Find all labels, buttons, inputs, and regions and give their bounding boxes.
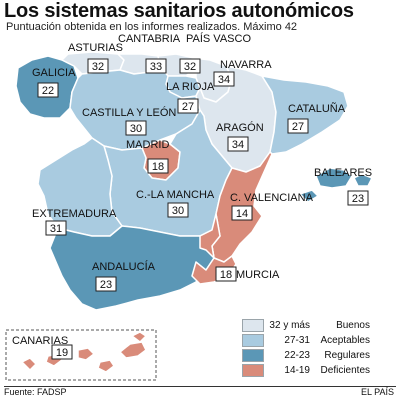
score-box-cantabria: 33 — [145, 58, 167, 74]
legend: 32 y más Buenos 27-31 Aceptables 22-23 R… — [242, 318, 370, 378]
region-name-pais-vasco: PAÍS VASCO — [186, 32, 251, 45]
svg-text:23: 23 — [352, 193, 364, 205]
region-name-cataluna: CATALUÑA — [288, 102, 346, 115]
canarias-inset-frame — [5, 329, 157, 381]
svg-text:14: 14 — [236, 208, 248, 220]
score-box-aragon: 34 — [227, 136, 249, 152]
svg-text:27: 27 — [292, 121, 304, 133]
svg-text:34: 34 — [232, 139, 244, 151]
svg-text:32: 32 — [92, 61, 104, 73]
svg-text:18: 18 — [152, 161, 164, 173]
svg-text:30: 30 — [172, 205, 184, 217]
legend-swatch-buenos — [242, 319, 264, 332]
legend-range-regulares: 22-23 — [284, 350, 310, 361]
region-name-castilla-la-mancha: C.-LA MANCHA — [136, 189, 215, 201]
region-name-navarra: NAVARRA — [220, 59, 272, 71]
region-name-c-valenciana: C. VALENCIANA — [230, 192, 314, 204]
region-name-extremadura: EXTREMADURA — [32, 208, 117, 220]
svg-text:32: 32 — [184, 61, 196, 73]
svg-text:34: 34 — [218, 74, 230, 86]
legend-range-aceptables: 27-31 — [284, 335, 310, 346]
region-name-castilla-y-leon: CASTILLA Y LEÓN — [82, 106, 176, 119]
svg-text:18: 18 — [220, 269, 232, 281]
score-box-extremadura: 31 — [45, 220, 67, 236]
svg-text:27: 27 — [182, 101, 194, 113]
region-name-andalucia: ANDALUCÍA — [92, 260, 156, 273]
region-name-madrid: MADRID — [126, 139, 169, 151]
page-title: Los sistemas sanitarios autonómicos — [4, 0, 354, 22]
svg-text:19: 19 — [56, 347, 68, 359]
score-box-c-valenciana: 14 — [231, 205, 253, 221]
score-box-navarra: 34 — [213, 71, 235, 87]
score-box-pais-vasco: 32 — [179, 58, 201, 74]
score-box-andalucia: 23 — [95, 276, 117, 292]
region-extremadura — [37, 137, 123, 237]
publisher-credit: EL PAÍS — [360, 387, 394, 397]
score-box-galicia: 22 — [37, 82, 59, 98]
footer-divider — [4, 386, 396, 387]
region-name-aragon: ARAGÓN — [216, 121, 264, 134]
region-baleares — [299, 167, 373, 203]
legend-row-aceptables: 27-31 Aceptables — [242, 333, 370, 348]
region-name-baleares: BALEARES — [314, 167, 372, 179]
region-name-asturias: ASTURIAS — [68, 42, 123, 54]
score-box-baleares: 23 — [347, 190, 369, 206]
score-box-cataluna: 27 — [287, 118, 309, 134]
legend-swatch-aceptables — [242, 334, 264, 347]
legend-label-deficientes: Deficientes — [320, 365, 370, 376]
score-box-asturias: 32 — [87, 58, 109, 74]
legend-label-regulares: Regulares — [324, 350, 370, 361]
region-name-murcia: MURCIA — [236, 269, 280, 281]
legend-row-regulares: 22-23 Regulares — [242, 348, 370, 363]
legend-label-aceptables: Aceptables — [320, 335, 370, 346]
score-box-la-rioja: 27 — [177, 98, 199, 114]
region-canarias — [21, 331, 147, 373]
source-credit: Fuente: FADSP — [4, 387, 67, 397]
legend-row-deficientes: 14-19 Deficientes — [242, 363, 370, 378]
svg-text:31: 31 — [50, 223, 62, 235]
region-name-cantabria: CANTABRIA — [118, 33, 181, 45]
legend-swatch-deficientes — [242, 364, 264, 377]
legend-range-deficientes: 14-19 — [284, 365, 310, 376]
page-subtitle: Puntuación obtenida en los informes real… — [6, 21, 298, 33]
region-cataluna — [261, 75, 349, 155]
svg-text:22: 22 — [42, 85, 54, 97]
legend-row-buenos: 32 y más Buenos — [242, 318, 370, 333]
legend-range-buenos: 32 y más — [269, 320, 310, 331]
svg-text:23: 23 — [100, 279, 112, 291]
region-name-la-rioja: LA RIOJA — [166, 81, 215, 93]
legend-swatch-regulares — [242, 349, 264, 362]
score-box-canarias: 19 — [51, 344, 73, 360]
region-name-canarias: CANARIAS — [12, 335, 68, 347]
svg-text:33: 33 — [150, 61, 162, 73]
region-name-galicia: GALICIA — [32, 67, 76, 79]
score-box-castilla-la-mancha: 30 — [167, 202, 189, 218]
score-box-castilla-y-leon: 30 — [125, 120, 147, 136]
score-box-murcia: 18 — [215, 266, 237, 282]
score-box-madrid: 18 — [147, 158, 169, 174]
legend-label-buenos: Buenos — [336, 320, 370, 331]
svg-text:30: 30 — [130, 123, 142, 135]
